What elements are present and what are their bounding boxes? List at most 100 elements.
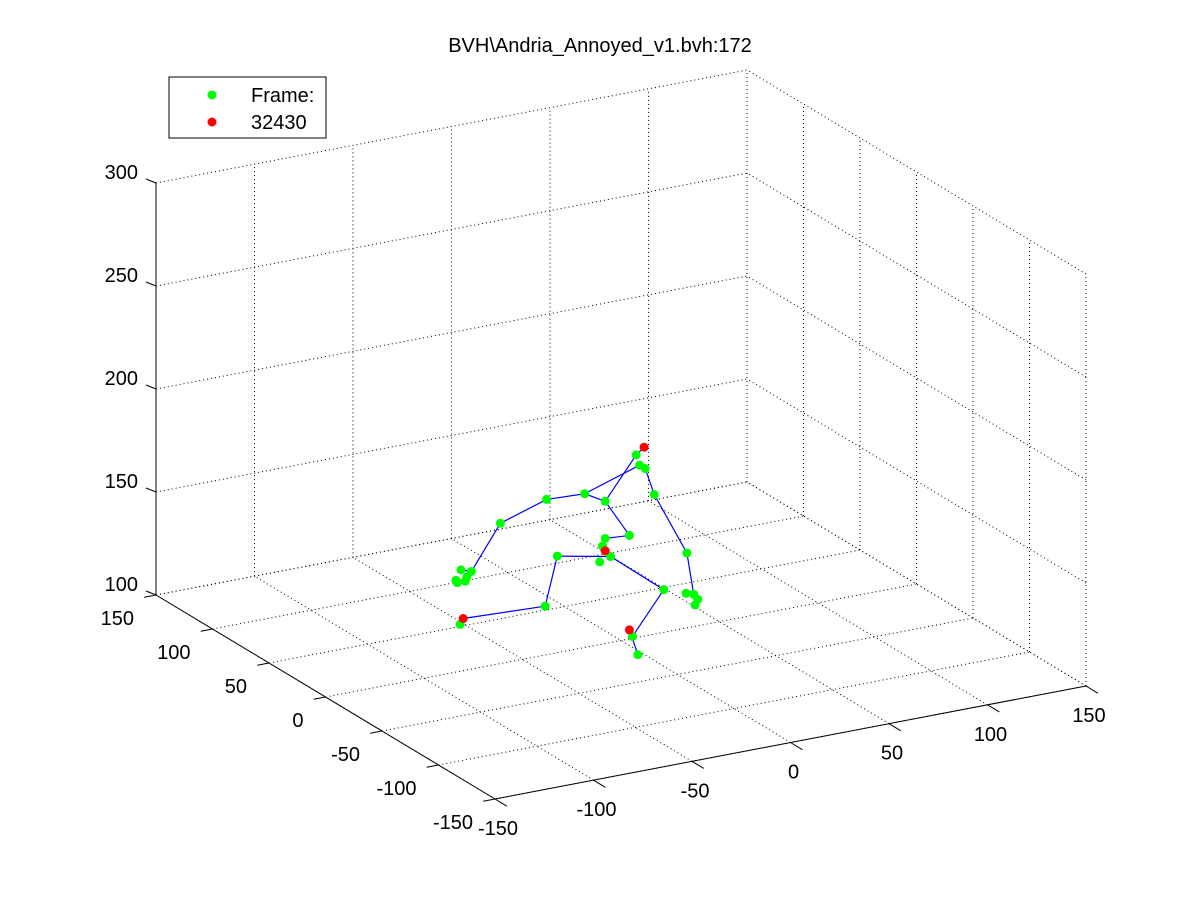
y-tick-mark xyxy=(144,594,157,598)
joint-marker-frame xyxy=(595,557,605,567)
y-tick-mark xyxy=(483,798,496,802)
joint-marker-frame xyxy=(451,575,461,585)
joint-marker-frame xyxy=(606,552,616,562)
skeleton-bone xyxy=(546,493,585,501)
z-tick-label: 200 xyxy=(105,368,138,390)
skeleton-bone xyxy=(500,498,547,524)
y-tick-mark xyxy=(313,696,326,700)
skeleton-bone xyxy=(463,605,546,620)
legend-label-32430: 32430 xyxy=(251,112,307,134)
z-tick-mark xyxy=(145,590,157,596)
joint-marker-frame xyxy=(682,548,692,558)
x-tick-label: 50 xyxy=(881,743,903,765)
z-tick-label: 150 xyxy=(105,471,138,493)
joint-marker-frame xyxy=(600,533,610,543)
legend-marker-32430 xyxy=(207,117,217,127)
z-tick-label: 100 xyxy=(105,574,138,596)
joint-marker-frame xyxy=(624,530,634,540)
grid-line-side-z xyxy=(746,275,1087,481)
tick-labels: -150 -100 -50 0 50 100 150 -150 -100 -50 0 50 100 150… xyxy=(101,162,1106,840)
x-tick-mark xyxy=(593,779,606,788)
grid-line-back-z xyxy=(155,378,748,493)
y-tick-mark xyxy=(200,628,213,632)
joint-marker-frame xyxy=(631,450,641,460)
grid-line-back-z xyxy=(155,69,748,184)
y-tick-label: 0 xyxy=(292,710,303,732)
x-tick-label: 100 xyxy=(974,724,1007,746)
skeleton-bone xyxy=(632,589,665,637)
legend-box xyxy=(168,76,327,139)
skeleton-bone xyxy=(610,556,665,591)
y-tick-mark xyxy=(257,662,270,666)
x-tick-label: -50 xyxy=(681,780,710,802)
x-tick-label: 150 xyxy=(1072,705,1105,727)
grid-lines xyxy=(155,69,1087,800)
joint-marker-32430 xyxy=(639,442,649,452)
z-tick-label: 300 xyxy=(105,162,138,184)
grid-line-back-z xyxy=(155,275,748,390)
joint-marker-frame xyxy=(540,601,550,611)
grid-line-floor-y xyxy=(268,549,861,664)
skeleton-bone xyxy=(653,494,688,554)
grid-line-floor-y xyxy=(381,617,974,732)
joint-marker-frame xyxy=(552,551,562,561)
skeleton-bone xyxy=(604,454,637,502)
skeleton-bone xyxy=(686,552,695,595)
z-tick-mark xyxy=(145,178,157,184)
joint-marker-32430 xyxy=(624,625,634,635)
x-tick-mark xyxy=(987,704,1000,713)
z-tick-label: 250 xyxy=(105,265,138,287)
grid-line-back-z xyxy=(155,481,748,596)
skeleton-bone xyxy=(584,464,640,495)
skeleton-data xyxy=(451,442,703,660)
z-tick-mark xyxy=(145,487,157,493)
joint-marker-frame xyxy=(659,585,669,595)
grid-line-floor-y xyxy=(212,515,804,630)
skeleton-bone xyxy=(604,500,630,536)
skeleton-bone xyxy=(644,468,655,495)
grid-line-back-z xyxy=(155,172,748,287)
y-tick-label: -150 xyxy=(433,812,473,834)
y-tick-label: 50 xyxy=(225,676,247,698)
axes xyxy=(144,178,1099,807)
y-tick-mark xyxy=(370,730,383,734)
legend-marker-frame xyxy=(207,90,217,100)
y-tick-label: 100 xyxy=(157,642,190,664)
joint-marker-frame xyxy=(640,463,650,473)
z-tick-mark xyxy=(145,281,157,287)
skeleton-bone xyxy=(470,522,501,572)
z-tick-mark xyxy=(145,384,157,390)
legend-label-frame: Frame: xyxy=(251,85,314,107)
x-tick-mark xyxy=(691,760,705,769)
x-tick-label: -100 xyxy=(576,799,616,821)
y-tick-label: 150 xyxy=(101,608,134,630)
joint-marker-frame xyxy=(542,494,552,504)
joint-marker-frame xyxy=(649,490,659,500)
joint-marker-frame xyxy=(681,588,691,598)
grid-line-side-z xyxy=(746,378,1087,584)
x-tick-label: 0 xyxy=(788,762,799,784)
joint-marker-frame xyxy=(633,650,643,660)
x-tick-mark xyxy=(494,798,508,807)
x-tick-mark xyxy=(888,723,902,732)
joint-marker-frame xyxy=(600,496,610,506)
y-tick-mark xyxy=(426,764,439,768)
skeleton-bone xyxy=(544,555,558,607)
joint-marker-32430 xyxy=(600,546,610,556)
grid-line-floor-y xyxy=(325,583,917,698)
y-tick-label: -50 xyxy=(331,744,360,766)
x-tick-label: -150 xyxy=(478,818,518,840)
joint-marker-frame xyxy=(462,572,472,582)
joint-marker-frame xyxy=(495,518,505,528)
x-tick-mark xyxy=(790,742,803,751)
y-tick-label: -100 xyxy=(376,778,416,800)
x-tick-mark xyxy=(1085,685,1099,694)
joint-marker-frame xyxy=(690,600,700,610)
legend: Frame: 32430 xyxy=(168,76,327,139)
grid-line-floor-y xyxy=(438,651,1030,766)
joint-marker-frame xyxy=(580,489,590,499)
chart-title: BVH\Andria_Annoyed_v1.bvh:172 xyxy=(448,35,752,57)
joint-marker-32430 xyxy=(458,614,468,624)
joint-marker-frame xyxy=(456,565,466,575)
